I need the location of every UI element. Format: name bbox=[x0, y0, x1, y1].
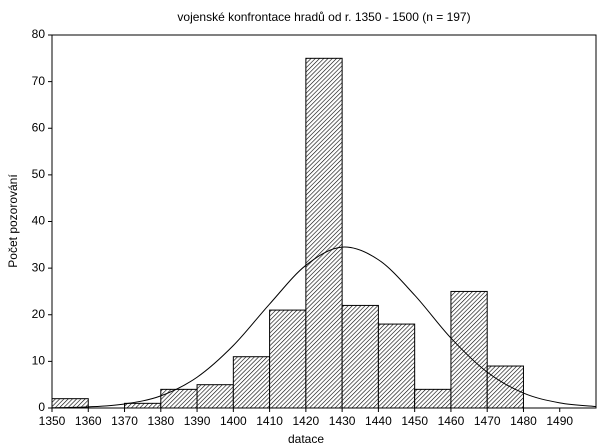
bar bbox=[51, 398, 89, 409]
bar bbox=[232, 356, 271, 409]
x-tick-label: 1390 bbox=[184, 414, 211, 428]
plot-frame bbox=[51, 34, 597, 409]
x-tick-label: 1400 bbox=[220, 414, 247, 428]
bar bbox=[450, 290, 488, 409]
x-tick-label: 1430 bbox=[329, 414, 356, 428]
y-tick-label: 40 bbox=[32, 214, 46, 228]
bar bbox=[486, 365, 524, 409]
y-tick-label: 80 bbox=[32, 27, 46, 41]
x-tick-label: 1440 bbox=[365, 414, 392, 428]
x-tick-label: 1380 bbox=[147, 414, 174, 428]
chart-title: vojenské konfrontace hradů od r. 1350 - … bbox=[177, 10, 470, 24]
bar bbox=[414, 388, 452, 409]
bar bbox=[305, 57, 343, 409]
y-tick-label: 0 bbox=[38, 400, 45, 414]
bar bbox=[341, 304, 379, 409]
normal-curve bbox=[51, 246, 597, 409]
bar bbox=[269, 309, 307, 409]
y-tick-label: 20 bbox=[32, 307, 46, 321]
bar bbox=[160, 388, 198, 409]
y-axis-label: Počet pozorování bbox=[6, 174, 20, 268]
x-tick-label: 1370 bbox=[111, 414, 138, 428]
x-tick-label: 1470 bbox=[474, 414, 501, 428]
y-tick-label: 70 bbox=[32, 74, 46, 88]
y-tick-label: 50 bbox=[32, 167, 46, 181]
bar bbox=[377, 323, 416, 409]
y-tick-label: 30 bbox=[32, 260, 46, 274]
x-tick-label: 1450 bbox=[401, 414, 428, 428]
bar bbox=[196, 384, 234, 409]
x-tick-label: 1420 bbox=[293, 414, 320, 428]
x-axis-label: datace bbox=[288, 432, 324, 446]
y-tick-label: 10 bbox=[32, 354, 46, 368]
x-tick-label: 1490 bbox=[546, 414, 573, 428]
y-tick-label: 60 bbox=[32, 120, 46, 134]
x-tick-label: 1360 bbox=[75, 414, 102, 428]
x-tick-label: 1460 bbox=[438, 414, 465, 428]
bar bbox=[124, 402, 162, 409]
x-tick-label: 1410 bbox=[256, 414, 283, 428]
x-tick-label: 1350 bbox=[39, 414, 66, 428]
x-tick-label: 1480 bbox=[510, 414, 537, 428]
